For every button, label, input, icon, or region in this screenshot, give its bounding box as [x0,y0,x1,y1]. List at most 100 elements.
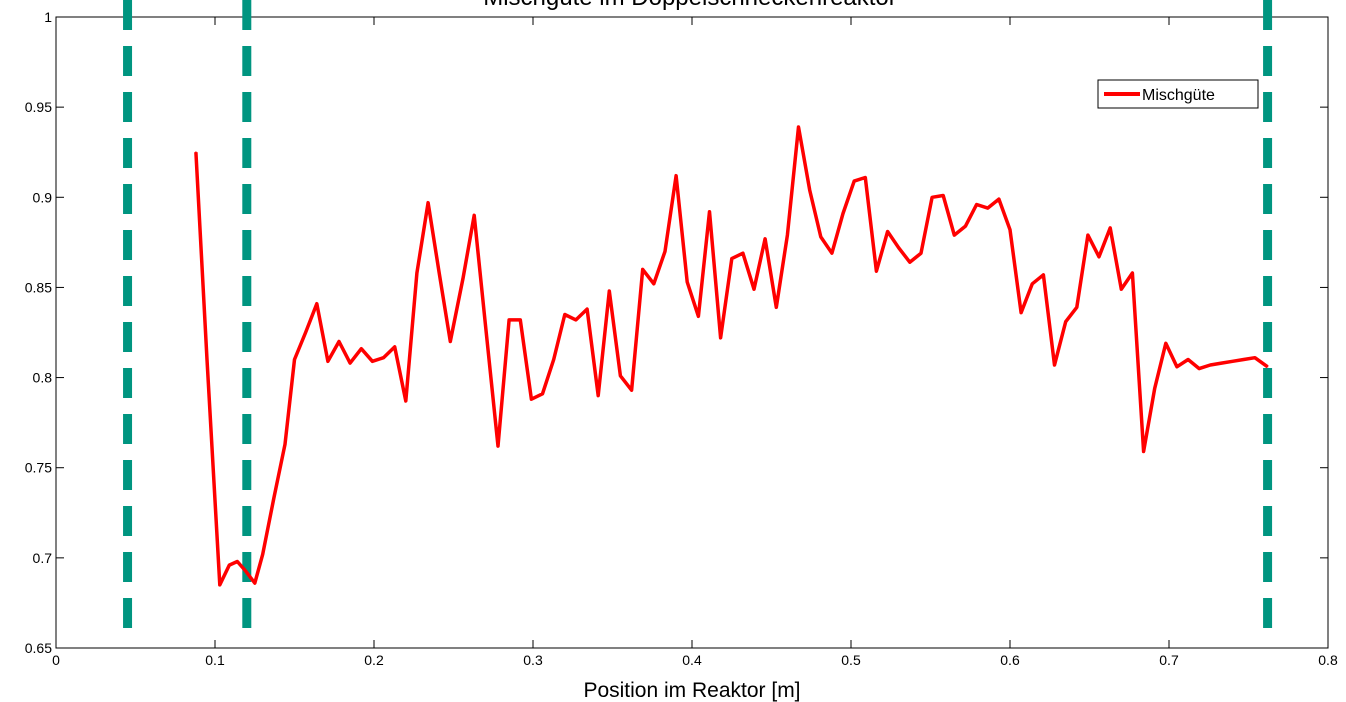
x-tick-label: 0.5 [841,652,861,668]
reference-lines [123,0,1273,643]
data-point [253,582,256,584]
data-point [261,553,264,556]
data-point [920,252,922,254]
data-point [1042,274,1045,276]
legend-label: Mischgüte [1142,87,1215,104]
data-point [1187,358,1189,361]
data-point [864,176,867,179]
data-point [797,126,800,128]
data-point [1109,227,1111,229]
data-point [730,257,733,260]
data-point [1220,362,1223,364]
chart-title: Mischgüte im Doppelschneckenreaktor [483,0,897,11]
plot-area [55,16,1329,649]
data-point [664,250,666,253]
data-point [1064,320,1067,323]
data-point [206,358,208,361]
y-tick-label: 0.75 [25,460,52,476]
data-point [284,443,286,446]
series-line-0 [194,125,1269,587]
data-point [686,281,689,283]
data-point [1153,387,1156,390]
data-point [1142,450,1145,453]
data-point [964,225,967,227]
data-point [393,346,396,348]
data-point [449,340,452,343]
y-tick-label: 0.95 [25,99,52,115]
x-tick-label: 0 [52,652,60,668]
data-point [742,252,744,254]
data-point [530,398,533,401]
data-point [236,560,239,563]
data-point [1131,272,1134,274]
data-point [304,331,307,334]
data-point [786,234,789,236]
data-point [416,272,418,274]
data-point [875,270,878,273]
data-point [998,198,1000,200]
data-point [371,360,374,363]
data-point [473,214,475,217]
data-point [953,234,956,236]
data-point [327,360,329,363]
data-point [1098,255,1100,258]
y-tick-label: 0.7 [33,550,53,566]
data-point [338,340,340,343]
data-point [218,584,221,586]
data-point [975,203,978,206]
y-tick-label: 0.85 [25,279,52,295]
data-point [360,347,363,350]
data-point [1198,367,1201,370]
data-point [1209,364,1212,366]
data-point [909,261,911,263]
y-tick-label: 1 [44,9,52,25]
x-axis-label: Position im Reaktor [m] [583,679,800,702]
data-point [564,313,566,316]
y-tick-label: 0.9 [33,189,53,205]
legend: Mischgüte [1097,79,1259,109]
data-point [819,236,822,238]
data-point [244,569,247,572]
data-point [382,356,385,359]
data-point [1165,342,1167,345]
data-point [708,210,711,213]
data-point [630,389,633,391]
data-point [942,194,945,197]
data-point [552,358,555,361]
data-point [608,290,611,292]
data-point [986,207,989,209]
data-point [842,212,844,215]
data-point [1176,365,1178,368]
data-point [775,306,778,309]
data-point [641,268,644,271]
x-tick-label: 0.1 [205,652,225,668]
data-point [886,230,889,233]
data-point [808,189,811,191]
series-group [194,125,1269,587]
data-point [349,362,351,364]
data-point [575,319,577,321]
x-tick-label: 0.4 [682,652,702,668]
data-point [427,201,429,204]
data-point [1075,306,1078,309]
data-point [597,394,599,397]
data-point [497,445,499,447]
data-point [619,374,622,377]
x-tick-label: 0.3 [523,652,543,668]
data-point [753,288,755,291]
data-point [315,302,318,305]
data-point [405,400,407,402]
data-point [697,315,700,318]
data-point [831,252,833,254]
data-point [1120,288,1123,291]
data-point [1087,234,1089,236]
data-point [1231,360,1234,363]
data-point [508,319,510,321]
x-tick-label: 0.2 [364,652,384,668]
data-point [764,237,766,240]
data-point [1266,365,1269,368]
data-point [1020,311,1022,314]
data-point [853,180,855,182]
y-tick-label: 0.8 [33,370,53,386]
